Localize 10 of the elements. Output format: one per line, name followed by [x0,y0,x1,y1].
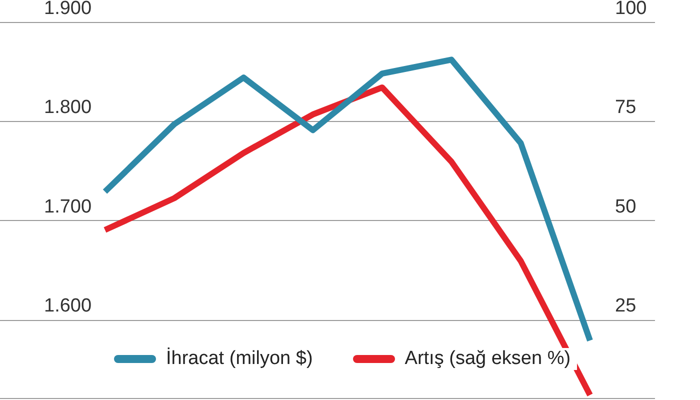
y-tick-label: 1.600 [44,296,92,317]
y2-tick-label: 100 [615,0,647,19]
legend-label: İhracat (milyon $) [166,348,313,370]
y-tick-label: 1.700 [44,196,92,218]
y-tick-label: 1.800 [44,97,92,118]
legend-label: Artış (sağ eksen %) [404,348,571,370]
y2-tick-label: 50 [615,196,636,218]
y2-tick-label: 75 [615,97,636,118]
y2-tick-label: 25 [615,296,636,317]
y-tick-label: 1.900 [44,0,92,19]
